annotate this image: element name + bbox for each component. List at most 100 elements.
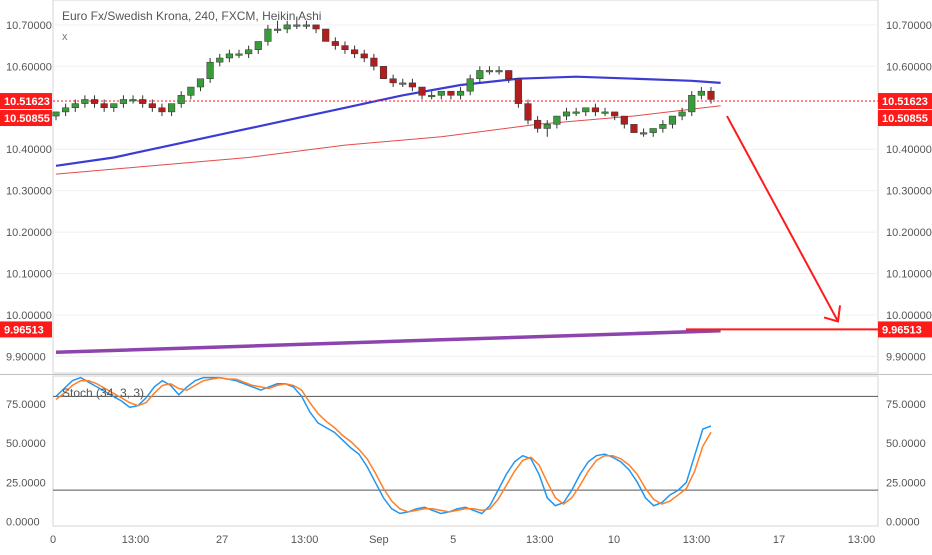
candle-bull[interactable] bbox=[495, 70, 503, 73]
candle-bear[interactable] bbox=[351, 49, 359, 55]
candle-bull[interactable] bbox=[254, 41, 262, 50]
price-tick-label-left: 10.70000 bbox=[6, 20, 52, 32]
candle-bull[interactable] bbox=[119, 99, 127, 104]
candles[interactable] bbox=[52, 16, 715, 137]
candle-bear[interactable] bbox=[90, 99, 99, 104]
candle-bear[interactable] bbox=[100, 103, 108, 109]
candle-bull[interactable] bbox=[688, 95, 696, 113]
price-tick-label-right: 10.30000 bbox=[886, 186, 932, 198]
price-tick-label-left: 10.40000 bbox=[6, 144, 52, 156]
blue-ma-line bbox=[55, 75, 721, 167]
candle-bear[interactable] bbox=[418, 86, 426, 96]
candle-bull[interactable] bbox=[235, 53, 243, 56]
candle-bear[interactable] bbox=[505, 70, 513, 79]
candle-bull[interactable] bbox=[283, 24, 291, 30]
candle-bull[interactable] bbox=[62, 107, 70, 113]
candle-bull[interactable] bbox=[187, 86, 195, 96]
candle-bull[interactable] bbox=[562, 111, 571, 117]
price-tick-label-right: 10.40000 bbox=[886, 144, 932, 156]
candle-bull[interactable] bbox=[52, 111, 60, 117]
candle-bull[interactable] bbox=[264, 28, 272, 42]
candle-bear[interactable] bbox=[524, 103, 532, 121]
candle-bear[interactable] bbox=[148, 103, 156, 109]
arrow-shaft bbox=[726, 115, 839, 322]
candle-bull[interactable] bbox=[196, 78, 205, 88]
candle-bull[interactable] bbox=[678, 111, 686, 117]
stoch-grid bbox=[53, 395, 878, 491]
time-tick-label: 0 bbox=[50, 534, 56, 546]
candle-bear[interactable] bbox=[408, 82, 416, 88]
candle-bull[interactable] bbox=[273, 28, 282, 31]
candle-bull[interactable] bbox=[206, 61, 214, 79]
price-tick-label-left: 9.90000 bbox=[6, 351, 46, 363]
candle-bear[interactable] bbox=[341, 45, 349, 50]
candle-bull[interactable] bbox=[456, 90, 465, 96]
candle-bear[interactable] bbox=[707, 90, 715, 100]
candle-bull[interactable] bbox=[601, 111, 609, 114]
candle-bull[interactable] bbox=[110, 103, 118, 109]
candle-bull[interactable] bbox=[659, 124, 667, 129]
candle-bull[interactable] bbox=[302, 24, 311, 27]
candle-bull[interactable] bbox=[71, 103, 79, 109]
candle-bear[interactable] bbox=[389, 78, 397, 84]
stoch-tick-label-right: 75.0000 bbox=[886, 399, 926, 411]
candle-bear[interactable] bbox=[611, 111, 619, 117]
candle-bull[interactable] bbox=[245, 49, 253, 55]
candle-bear[interactable] bbox=[331, 41, 339, 46]
price-tick-label-right: 10.60000 bbox=[886, 61, 932, 73]
price-tick-label-right: 9.90000 bbox=[886, 351, 926, 363]
close-icon[interactable]: x bbox=[62, 31, 68, 43]
candle-bear[interactable] bbox=[379, 66, 388, 79]
candle-bull[interactable] bbox=[168, 103, 176, 113]
candle-bear[interactable] bbox=[322, 28, 330, 42]
candle-bull[interactable] bbox=[293, 24, 301, 27]
candle-bull[interactable] bbox=[649, 128, 657, 133]
candle-bull[interactable] bbox=[668, 115, 677, 125]
stoch-axis[interactable]: 75.0000 75.0000 50.0000 50.0000 25.0000 25.00… bbox=[6, 399, 926, 528]
stoch-title: Stoch (34, 3, 3) bbox=[62, 386, 144, 400]
candle-bear[interactable] bbox=[312, 24, 320, 30]
time-axis[interactable]: 0 13:00 27 13:00 Sep 5 13:00 10 13:00 17 13:00 bbox=[50, 534, 875, 546]
candle-bear[interactable] bbox=[158, 107, 166, 113]
candle-bull[interactable] bbox=[225, 53, 233, 59]
candle-bear[interactable] bbox=[370, 57, 378, 67]
candle-bull[interactable] bbox=[81, 99, 89, 104]
candle-bear[interactable] bbox=[620, 115, 628, 125]
candle-bear[interactable] bbox=[360, 53, 368, 59]
time-tick-label: 13:00 bbox=[848, 534, 876, 546]
stoch-tick-label-left: 25.0000 bbox=[6, 477, 46, 489]
candle-bear[interactable] bbox=[139, 99, 147, 104]
candle-bear[interactable] bbox=[630, 124, 638, 133]
price-badge-label-left: 9.96513 bbox=[4, 324, 44, 336]
candle-bull[interactable] bbox=[428, 95, 436, 98]
stoch-tick-label-left: 0.0000 bbox=[6, 516, 40, 528]
price-axis[interactable]: 10.70000 10.70000 10.60000 10.60000 10.40000… bbox=[6, 20, 932, 364]
stoch-k-line bbox=[55, 376, 712, 515]
price-badge-right bbox=[878, 93, 932, 110]
price-badge-label-right: 9.96513 bbox=[882, 324, 922, 336]
candle-bear[interactable] bbox=[447, 90, 455, 96]
candle-bull[interactable] bbox=[697, 90, 705, 96]
stoch-tick-label-right: 0.0000 bbox=[886, 516, 920, 528]
candle-bull[interactable] bbox=[485, 70, 494, 73]
candle-bull[interactable] bbox=[476, 70, 484, 79]
candle-bull[interactable] bbox=[177, 95, 185, 104]
chart-title: Euro Fx/Swedish Krona, 240, FXCM, Heikin… bbox=[62, 9, 321, 23]
candle-bull[interactable] bbox=[399, 82, 407, 85]
candle-bull[interactable] bbox=[640, 132, 648, 135]
price-tick-label-left: 10.10000 bbox=[6, 269, 52, 281]
candle-bull[interactable] bbox=[129, 99, 137, 102]
candle-bull[interactable] bbox=[216, 57, 224, 63]
candle-bull[interactable] bbox=[582, 107, 590, 113]
candle-bear[interactable] bbox=[534, 119, 542, 129]
candle-bull[interactable] bbox=[553, 115, 561, 125]
candle-bull[interactable] bbox=[466, 78, 474, 92]
candle-bear[interactable] bbox=[591, 107, 599, 113]
price-badge-left bbox=[0, 321, 52, 338]
candle-bull[interactable] bbox=[437, 90, 445, 96]
price-badge-label-left: 10.51623 bbox=[4, 96, 50, 108]
candle-bull[interactable] bbox=[572, 111, 580, 114]
price-tick-label-left: 10.60000 bbox=[6, 61, 52, 73]
candle-bear[interactable] bbox=[514, 78, 522, 104]
candle-bull[interactable] bbox=[543, 124, 551, 129]
